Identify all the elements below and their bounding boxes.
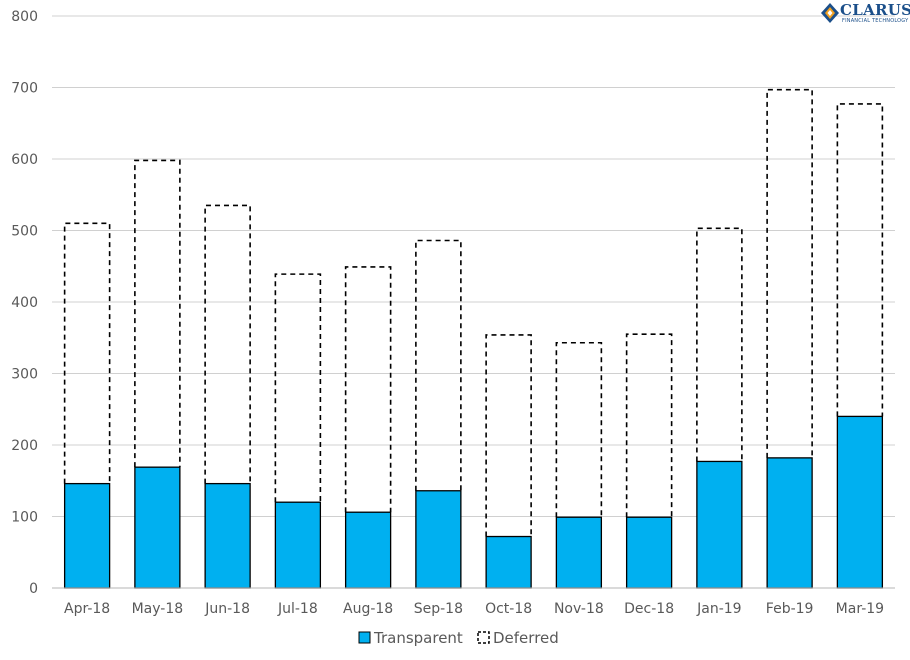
bar-transparent (134, 466, 181, 589)
legend-swatch-deferred (477, 631, 490, 644)
bar-deferred (696, 227, 743, 462)
x-tick-label: Apr-18 (64, 601, 110, 617)
bar-deferred (485, 334, 532, 537)
bar-transparent (63, 482, 111, 589)
y-axis-ticks: 0 100 200 300 400 500 600 700 800 (11, 9, 38, 597)
x-tick-label: May-18 (132, 601, 184, 617)
bar-transparent (625, 516, 673, 589)
x-tick-label: Feb-19 (766, 601, 814, 617)
bar-transparent (766, 457, 813, 589)
bar-deferred (204, 204, 251, 484)
x-axis-ticks: Apr-18 May-18 Jun-18 Jul-18 Aug-18 Sep-18 Oct-… (64, 601, 884, 617)
deferred-bars (63, 88, 884, 537)
transparent-bars (63, 415, 884, 589)
bar-deferred (766, 88, 813, 458)
x-tick-label: Dec-18 (624, 601, 674, 617)
bar-transparent (274, 501, 322, 589)
bar-deferred (415, 239, 462, 491)
bar-transparent (485, 535, 532, 589)
y-tick-label: 200 (11, 438, 38, 454)
bar-transparent (344, 511, 392, 589)
gridlines (52, 15, 895, 517)
y-tick-label: 800 (11, 9, 38, 25)
x-tick-label: Nov-18 (554, 601, 604, 617)
legend-label-deferred: Deferred (493, 629, 559, 647)
bar-transparent (836, 415, 884, 589)
x-tick-label: Jul-18 (277, 601, 318, 617)
logo-wordmark: CLARUS (840, 1, 910, 19)
y-tick-label: 300 (11, 367, 38, 383)
y-tick-label: 400 (11, 295, 38, 311)
x-tick-label: Mar-19 (836, 601, 884, 617)
x-tick-label: Jun-18 (204, 601, 250, 617)
bar-transparent (415, 490, 462, 589)
x-tick-label: Aug-18 (343, 601, 393, 617)
bar-transparent (204, 482, 251, 589)
x-tick-label: Jan-19 (696, 601, 741, 617)
clarus-logo: CLARUS FINANCIAL TECHNOLOGY (818, 0, 910, 30)
diamond-logo-icon (821, 3, 839, 23)
bar-transparent (555, 516, 603, 589)
bar-transparent (696, 460, 743, 589)
y-tick-label: 100 (11, 510, 38, 526)
y-tick-label: 0 (29, 581, 38, 597)
bar-deferred (63, 222, 111, 484)
bar-deferred (555, 341, 603, 518)
y-tick-label: 600 (11, 152, 38, 168)
bar-deferred (344, 266, 392, 513)
legend-swatch-transparent (358, 631, 371, 644)
x-tick-label: Oct-18 (485, 601, 532, 617)
y-tick-label: 500 (11, 224, 38, 240)
logo-tagline: FINANCIAL TECHNOLOGY (842, 18, 909, 24)
bar-deferred (625, 333, 673, 518)
bar-deferred (836, 103, 884, 417)
legend-label-transparent: Transparent (373, 629, 463, 647)
legend: Transparent Deferred (358, 629, 559, 647)
x-tick-label: Sep-18 (414, 601, 463, 617)
bar-deferred (274, 273, 322, 503)
y-tick-label: 700 (11, 81, 38, 97)
bar-deferred (134, 159, 181, 468)
